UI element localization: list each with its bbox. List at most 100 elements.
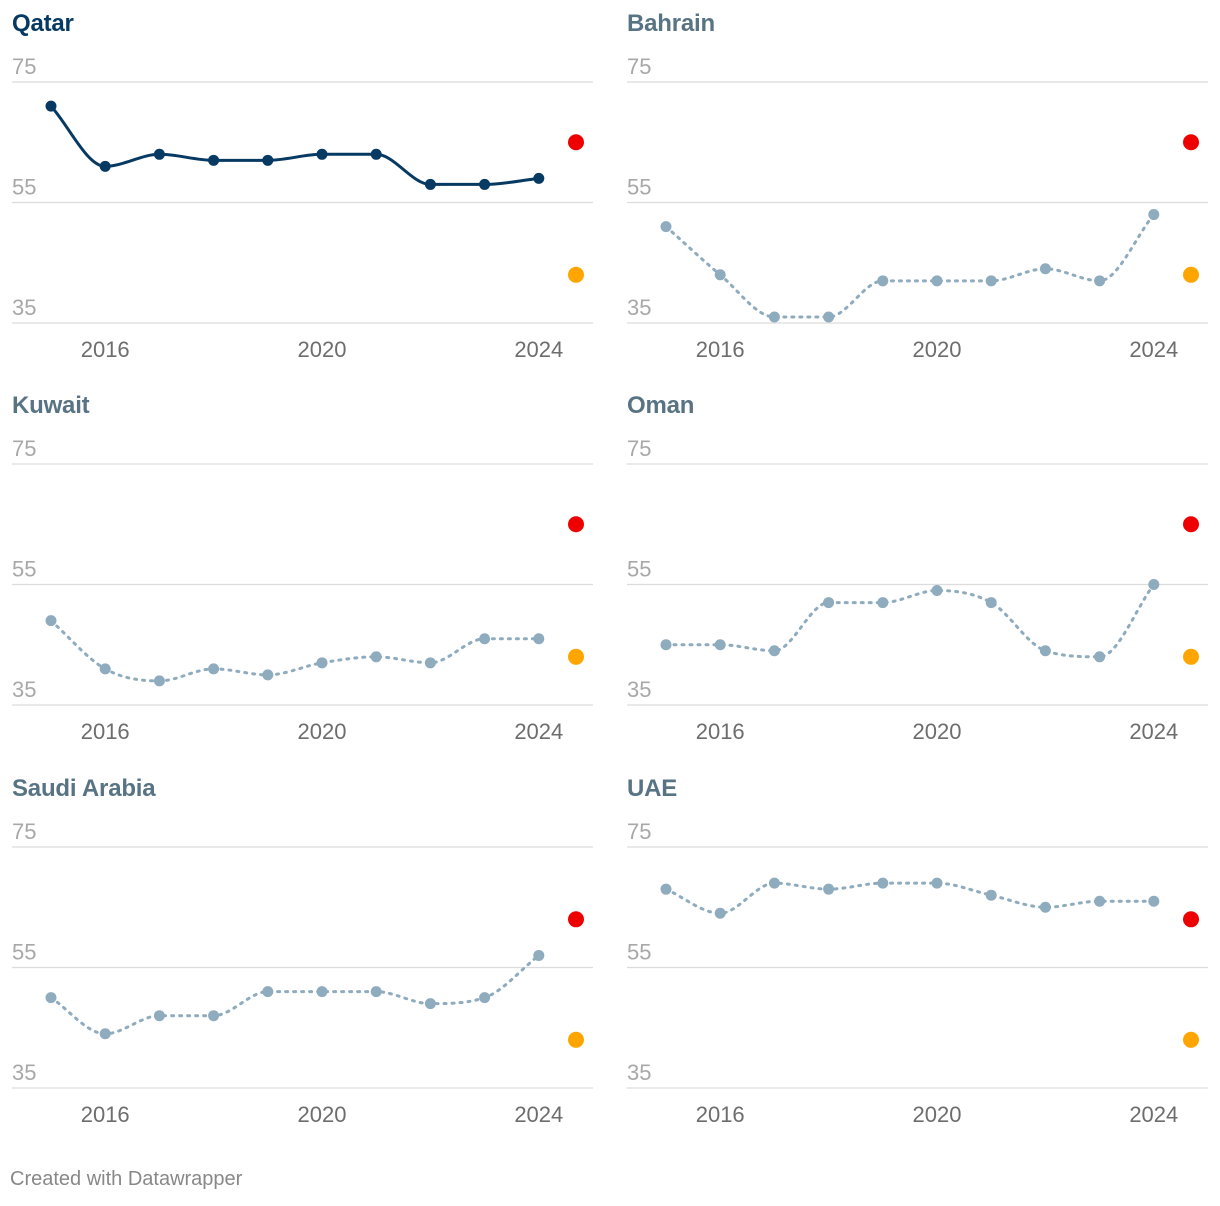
data-point — [45, 992, 57, 1004]
data-point — [370, 651, 382, 663]
x-tick-label: 2020 — [913, 719, 962, 744]
data-point — [660, 221, 672, 233]
y-tick-label: 55 — [12, 940, 36, 965]
data-point — [479, 633, 491, 645]
chart-title-oman: Oman — [627, 392, 695, 419]
line-chart-saudi-arabia: 75 55 35 2016 2020 2024 — [12, 819, 593, 1127]
orange-reference-marker — [1183, 266, 1199, 283]
data-point — [533, 172, 545, 184]
y-tick-label: 35 — [627, 295, 651, 320]
data-point — [153, 1010, 165, 1022]
series-line — [664, 881, 1156, 915]
data-point — [45, 100, 57, 112]
chart-panel-oman: Oman 75 55 35 2016 2020 2024 — [615, 382, 1215, 762]
y-tick-label: 35 — [627, 1060, 651, 1085]
x-tick-label: 2016 — [81, 719, 130, 744]
line-chart-bahrain: 75 55 35 2016 2020 2024 — [627, 54, 1208, 362]
x-tick-label: 2024 — [514, 719, 563, 744]
x-tick-label: 2016 — [696, 337, 745, 362]
data-point — [823, 311, 835, 323]
data-point — [768, 645, 780, 657]
data-point — [262, 986, 274, 998]
chart-title-kuwait: Kuwait — [12, 392, 90, 419]
small-multiples-grid: Qatar 75 55 35 2016 2020 2024 Bahrain 75 55 35 2016… — [0, 10, 1215, 1145]
chart-title-bahrain: Bahrain — [627, 10, 715, 37]
y-tick-label: 35 — [12, 677, 36, 702]
data-point — [1148, 579, 1160, 590]
data-point — [768, 311, 780, 323]
data-point — [768, 877, 780, 889]
y-tick-label: 75 — [627, 819, 651, 844]
data-point — [931, 877, 943, 889]
data-point — [660, 883, 672, 895]
chart-title-saudi-arabia: Saudi Arabia — [12, 775, 156, 802]
y-tick-label: 35 — [12, 1060, 36, 1085]
x-tick-label: 2024 — [1129, 1102, 1178, 1127]
y-tick-label: 55 — [627, 557, 651, 582]
y-tick-label: 75 — [12, 436, 36, 461]
series-line — [49, 619, 541, 683]
series-line — [49, 953, 541, 1036]
orange-reference-marker — [1183, 648, 1199, 665]
data-point — [1039, 645, 1051, 657]
line-chart-qatar: 75 55 35 2016 2020 2024 — [12, 54, 593, 362]
data-point — [1148, 895, 1160, 907]
series-line — [664, 213, 1156, 319]
orange-reference-marker — [568, 648, 584, 665]
x-tick-label: 2020 — [913, 337, 962, 362]
datawrapper-credit: Created with Datawrapper — [10, 1168, 243, 1190]
chart-title-uae: UAE — [627, 775, 678, 802]
data-point — [370, 986, 382, 998]
data-point — [931, 585, 943, 597]
y-tick-label: 35 — [627, 677, 651, 702]
y-tick-label: 55 — [627, 175, 651, 200]
y-tick-label: 55 — [12, 557, 36, 582]
line-chart-oman: 75 55 35 2016 2020 2024 — [627, 436, 1208, 744]
y-tick-label: 75 — [12, 819, 36, 844]
data-point — [153, 148, 165, 160]
data-point — [208, 663, 220, 675]
data-point — [1094, 895, 1106, 907]
data-point — [714, 639, 726, 651]
x-tick-label: 2024 — [1129, 337, 1178, 362]
y-tick-label: 55 — [627, 940, 651, 965]
series-line — [664, 583, 1156, 659]
data-point — [424, 998, 436, 1010]
chart-panel-saudi-arabia: Saudi Arabia 75 55 35 2016 2020 2024 — [0, 765, 600, 1145]
orange-reference-marker — [568, 266, 584, 283]
data-point — [99, 160, 111, 172]
data-point — [99, 1028, 111, 1040]
x-tick-label: 2016 — [81, 1102, 130, 1127]
data-point — [424, 657, 436, 669]
data-point — [479, 992, 491, 1004]
data-point — [985, 597, 997, 609]
data-point — [45, 615, 57, 627]
orange-reference-marker — [1183, 1031, 1199, 1048]
data-point — [533, 949, 545, 961]
data-point — [931, 275, 943, 287]
x-tick-label: 2016 — [696, 719, 745, 744]
data-point — [370, 148, 382, 160]
x-tick-label: 2024 — [514, 337, 563, 362]
x-tick-label: 2024 — [1129, 719, 1178, 744]
x-tick-label: 2024 — [514, 1102, 563, 1127]
data-point — [153, 675, 165, 687]
red-reference-marker — [568, 911, 584, 928]
data-point — [985, 275, 997, 287]
x-tick-label: 2020 — [298, 1102, 347, 1127]
data-point — [1039, 263, 1051, 275]
y-tick-label: 75 — [627, 436, 651, 461]
x-tick-label: 2020 — [913, 1102, 962, 1127]
y-tick-label: 55 — [12, 175, 36, 200]
red-reference-marker — [568, 134, 584, 151]
data-point — [1094, 275, 1106, 287]
data-point — [877, 877, 889, 889]
y-tick-label: 75 — [627, 54, 651, 79]
y-tick-label: 75 — [12, 54, 36, 79]
red-reference-marker — [1183, 134, 1199, 151]
data-point — [262, 154, 274, 166]
data-point — [877, 597, 889, 609]
red-reference-marker — [1183, 911, 1199, 928]
data-point — [660, 639, 672, 651]
red-reference-marker — [1183, 516, 1199, 533]
